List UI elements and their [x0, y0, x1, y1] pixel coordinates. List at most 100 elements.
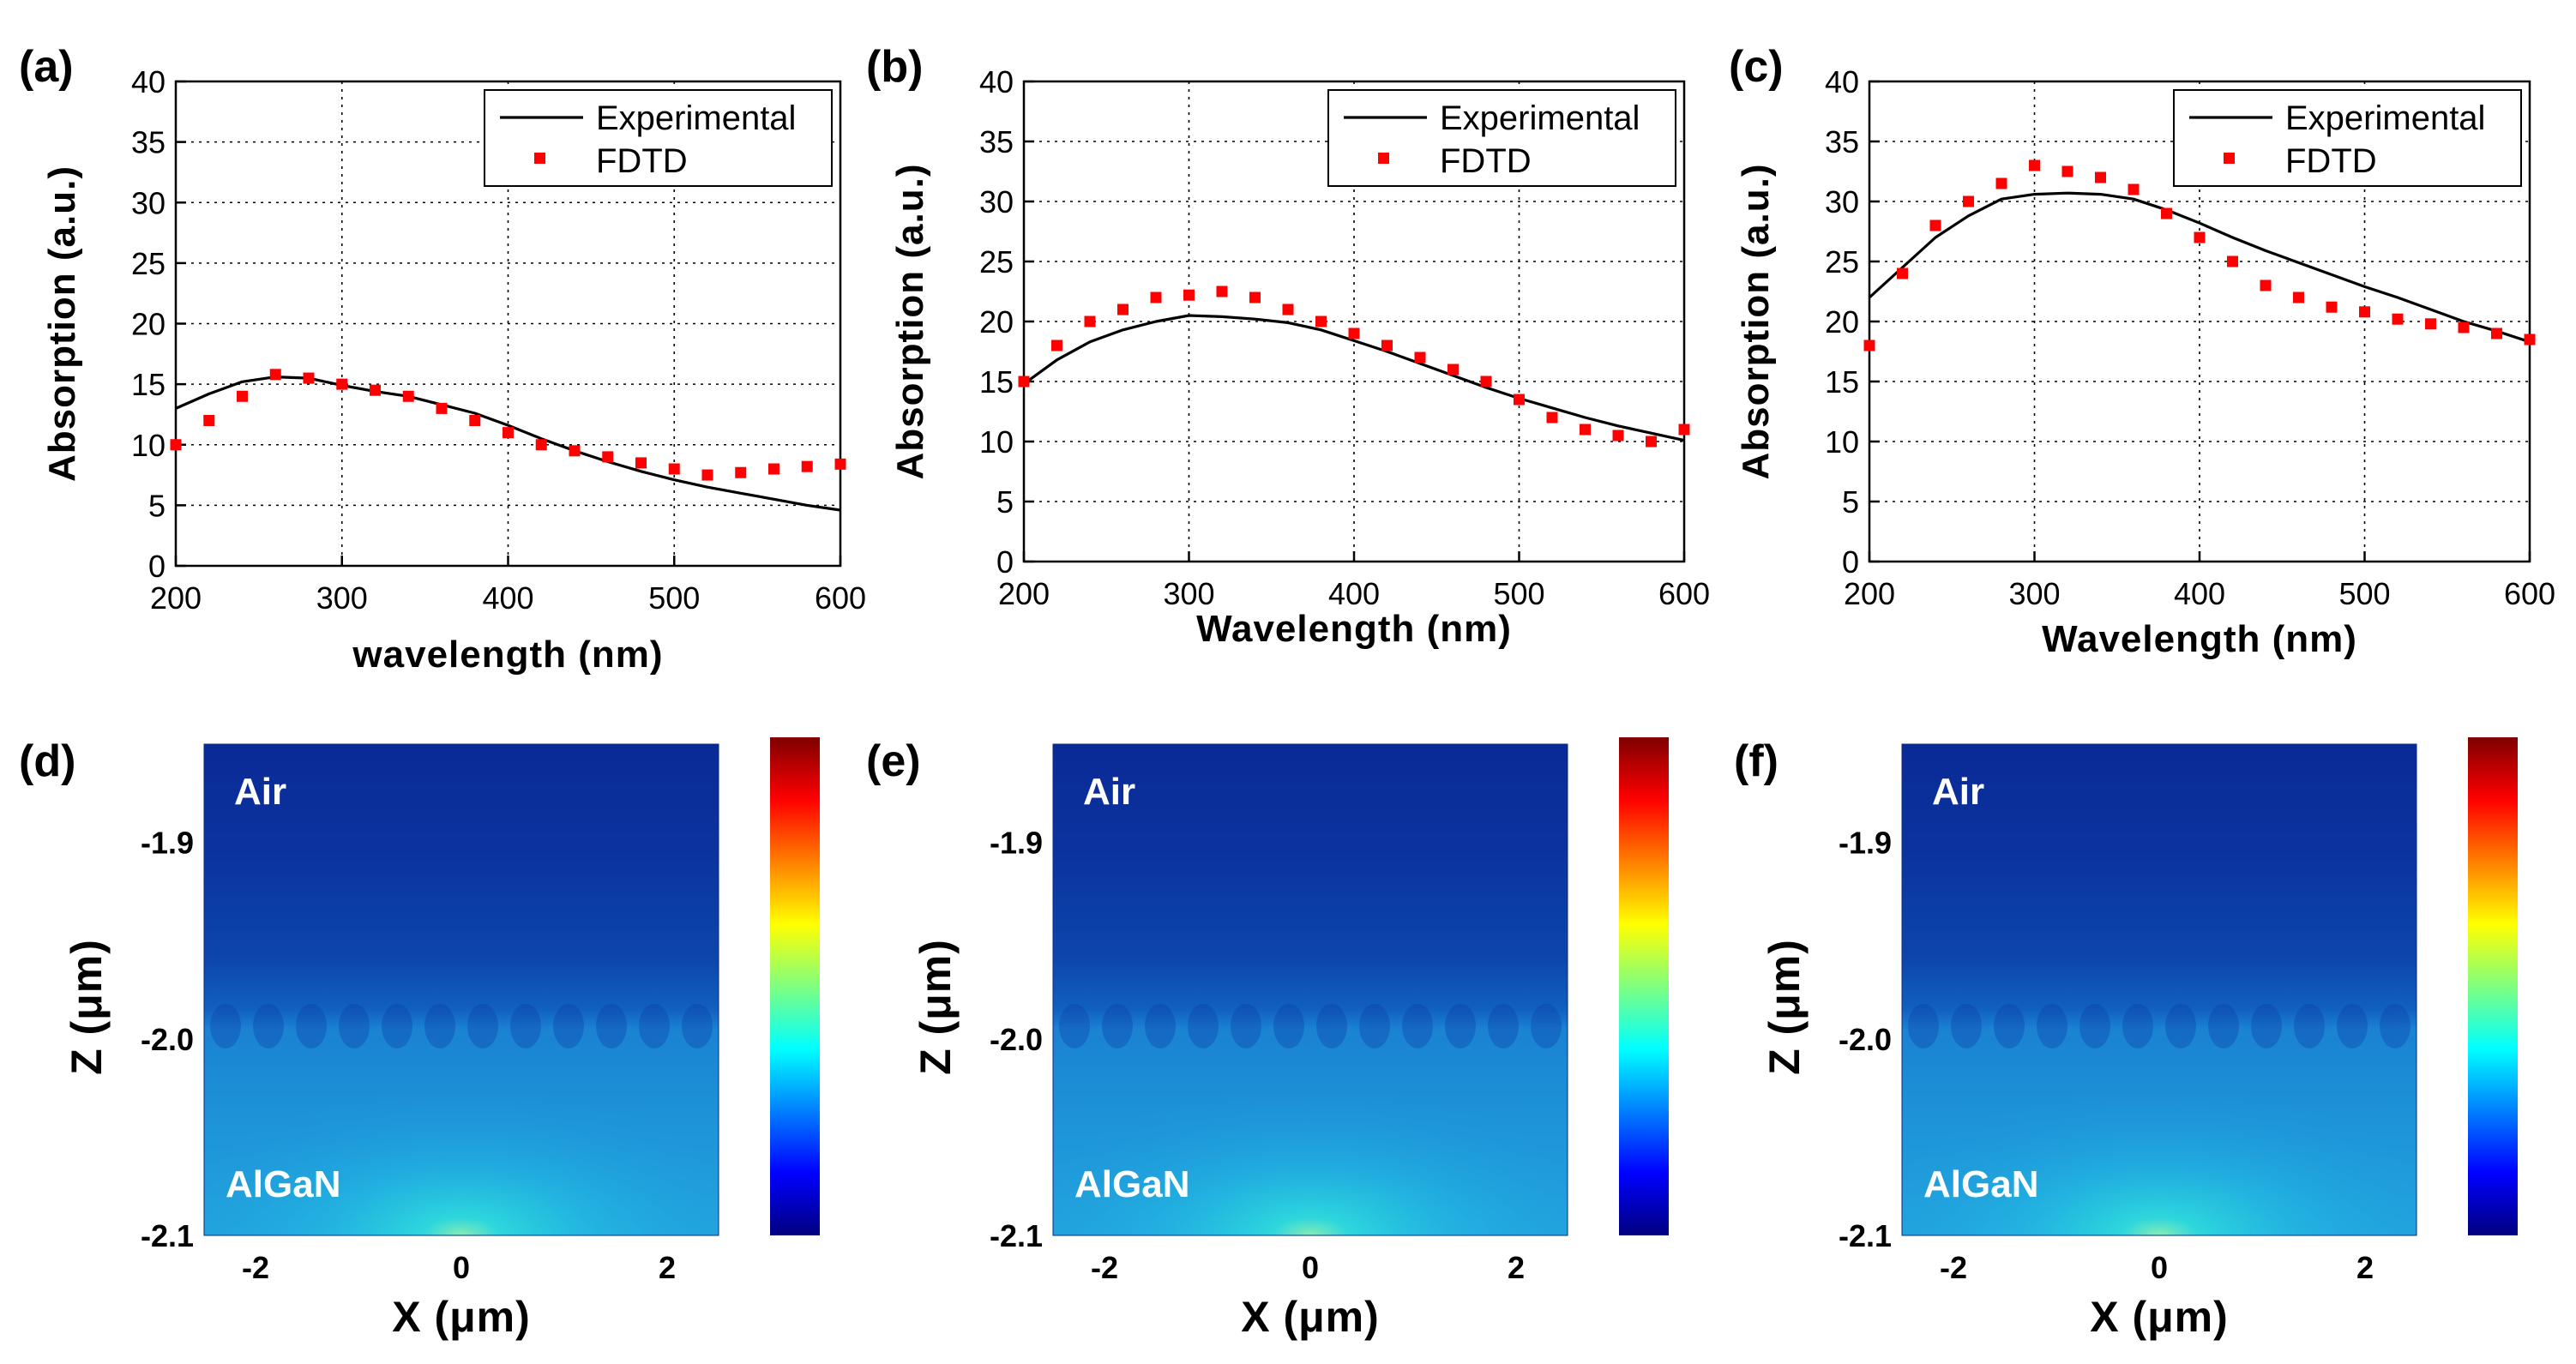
ticks: 200 300 400 500 600 0 5 10 15 20 25 30 35 40	[1825, 64, 2555, 611]
y-tick-label: 10	[131, 428, 166, 463]
x-axis-title: X (μm)	[1241, 1293, 1380, 1341]
fdtd-point	[701, 469, 713, 481]
y-tick-label: -1.9	[990, 826, 1043, 861]
x-tick-label: 0	[2151, 1250, 2168, 1285]
fdtd-point	[1514, 394, 1525, 406]
y-axis-title: Absorption (a.u.)	[1735, 164, 1777, 480]
panel-e: (e) Air AlGaN -2 0 2 -1.9 -2.0 -2.1 X (μm) Z (μm)	[866, 736, 1669, 1341]
legend-label-fdtd: FDTD	[1440, 142, 1532, 180]
fdtd-point	[2161, 207, 2172, 219]
y-tick-label: 30	[131, 185, 166, 220]
y-tick-label: 20	[979, 304, 1014, 339]
panel-label: (f)	[1734, 736, 1779, 786]
x-tick-label: 2	[2356, 1250, 2374, 1285]
x-tick-label: 300	[316, 580, 368, 616]
fdtd-point	[1963, 195, 1974, 207]
y-tick-label: 25	[979, 244, 1014, 279]
fdtd-point	[801, 460, 813, 472]
fdtd-point	[1414, 352, 1426, 364]
fdtd-point	[2359, 306, 2370, 318]
fdtd-point	[1897, 267, 1908, 279]
experimental-series-line	[1868, 191, 2531, 344]
y-tick-label: 35	[1825, 124, 1859, 159]
legend: Experimental FDTD	[2173, 89, 2522, 187]
y-tick-label: 0	[148, 549, 166, 584]
y-tick-label: 40	[979, 64, 1014, 99]
x-axis-title: X (μm)	[2090, 1293, 2229, 1341]
x-axis-title: X (μm)	[392, 1293, 531, 1341]
region-label-algan: AlGaN	[226, 1163, 340, 1205]
x-tick-label: 200	[150, 580, 202, 616]
y-tick-label: 30	[1825, 184, 1859, 219]
panel-b: (b) 200 300 400 500 600 0 5 10 15 20 25 30 35 40 Wavele…	[866, 42, 1710, 650]
legend: Experimental FDTD	[1327, 89, 1676, 187]
x-tick-label: -2	[1940, 1250, 1967, 1285]
fdtd-point	[1995, 177, 2007, 189]
y-tick-label: 30	[979, 184, 1014, 219]
map-border	[203, 743, 719, 1236]
fdtd-point	[336, 378, 348, 390]
legend-marker-swatch	[1378, 153, 1389, 164]
plot-frame	[1868, 80, 2531, 563]
y-tick-label: 25	[131, 246, 166, 281]
fdtd-point	[1051, 339, 1062, 352]
x-tick-label: 200	[998, 576, 1050, 611]
x-axis-title: wavelength (nm)	[352, 634, 663, 676]
legend-box	[2173, 89, 2522, 187]
fdtd-point	[1315, 315, 1327, 327]
region-label-algan: AlGaN	[1923, 1163, 2038, 1205]
y-tick-label: 10	[1825, 424, 1859, 460]
x-tick-label: 2	[659, 1250, 676, 1285]
fdtd-point	[1447, 364, 1459, 376]
fdtd-point	[269, 369, 281, 381]
legend: Experimental FDTD	[484, 89, 833, 187]
y-tick-label: 20	[131, 307, 166, 342]
fdtd-point	[1018, 376, 1030, 388]
y-axis-title: Z (μm)	[63, 939, 111, 1075]
panel-c: (c) 200 300 400 500 600 0 5 10 15 20 25 30 35 40 Wavele…	[1729, 42, 2555, 660]
plot-frame	[1022, 80, 1686, 563]
charts-layer: (a)200 300 400 500 6000510152025303540wavele…	[19, 42, 2555, 1341]
fdtd-point	[2392, 313, 2404, 325]
panel-a: (a) 200 300 400 500 600 0 5 10 15 20 25 30 35 40 wavele…	[19, 42, 866, 676]
fdtd-point	[535, 439, 547, 451]
legend-label-fdtd: FDTD	[596, 142, 688, 180]
legend-marker-swatch	[534, 153, 545, 164]
fdtd-point	[1546, 412, 1558, 424]
panel-label: (c)	[1729, 42, 1784, 92]
fdtd-point	[2326, 301, 2338, 313]
fdtd-series-markers	[1863, 159, 2536, 352]
colorbar	[2468, 737, 2518, 1235]
fdtd-point	[2491, 327, 2502, 339]
region-label-air: Air	[1932, 771, 1984, 813]
y-tick-label: 35	[131, 125, 166, 160]
x-axis-title: Wavelength (nm)	[2042, 618, 2357, 660]
y-tick-label: 10	[979, 424, 1014, 460]
x-tick-label: 600	[1658, 576, 1710, 611]
fdtd-point	[170, 439, 182, 451]
x-tick-label: 400	[2174, 576, 2225, 611]
fdtd-point	[1678, 424, 1690, 436]
fdtd-point	[237, 390, 248, 402]
y-tick-label: 5	[148, 488, 166, 523]
fdtd-point	[1216, 285, 1228, 297]
colorbar	[770, 737, 820, 1235]
fdtd-point	[2524, 333, 2536, 346]
field-hotspot	[204, 989, 719, 1235]
experimental-series-line	[1023, 314, 1685, 442]
y-axis-title: Z (μm)	[1760, 939, 1809, 1075]
y-tick-label: -2.1	[141, 1218, 194, 1253]
fdtd-point	[1646, 436, 1657, 448]
x-tick-label: 200	[1844, 576, 1895, 611]
fdtd-point	[2029, 159, 2040, 171]
fdtd-point	[2425, 318, 2436, 330]
field-map	[203, 743, 719, 1236]
x-tick-label: 500	[2338, 576, 2390, 611]
x-tick-label: -2	[1091, 1250, 1118, 1285]
y-axis-title: Absorption (a.u.)	[41, 165, 83, 482]
panel-f: (f) Air AlGaN -2 0 2 -1.9 -2.0 -2.1 X (μm) Z (μm)	[1734, 736, 2518, 1341]
y-tick-label: 25	[1825, 244, 1859, 279]
x-tick-label: 0	[1302, 1250, 1319, 1285]
panel-d: (d) Air AlGaN -2 0 2 -1.9 -2.0 -2.1 X (μm) Z (μm)	[19, 736, 820, 1341]
